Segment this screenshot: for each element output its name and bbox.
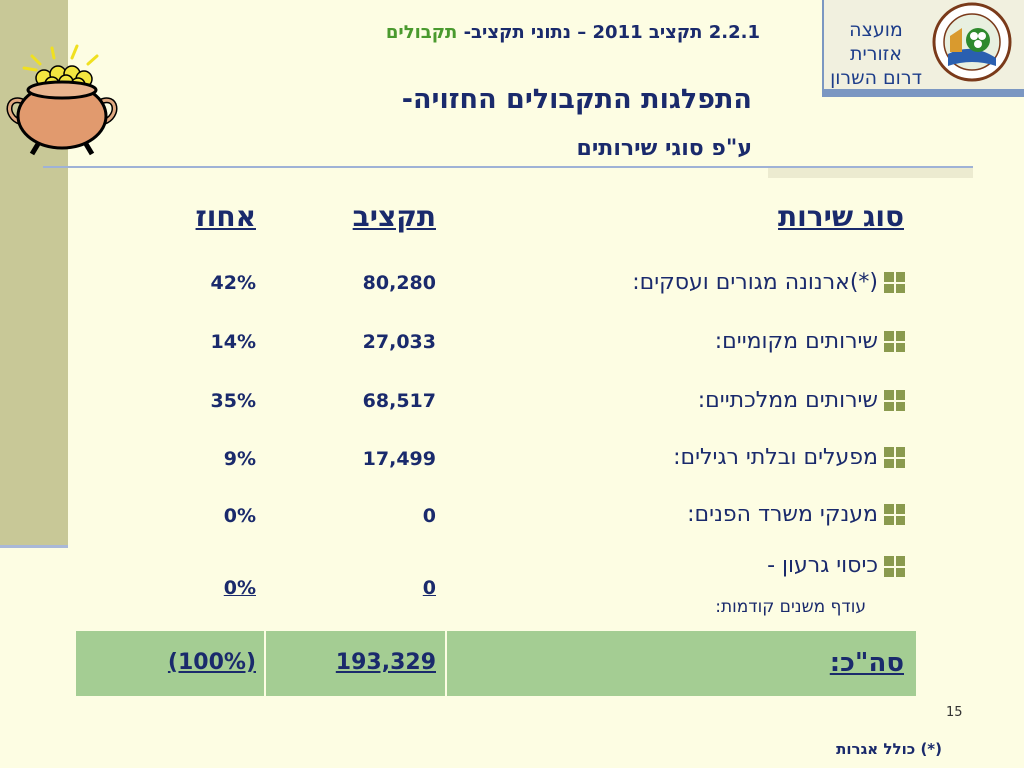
row-bullet-icon — [884, 390, 905, 411]
row-percent-local-services: 14% — [210, 331, 256, 353]
row-budget-local-services: 27,033 — [362, 331, 436, 353]
pot-of-gold-icon — [6, 44, 118, 156]
row-sublabel-previous-surplus: עודף משנים קודמות: — [715, 597, 866, 617]
council-emblem-icon — [932, 2, 1012, 82]
row-budget-deficit-coverage: 0 — [422, 577, 436, 599]
row-percent-deficit-coverage: 0% — [223, 577, 256, 599]
total-budget: 193,329 — [335, 650, 436, 675]
page-number: 15 — [946, 705, 963, 720]
page-title: התפלגות התקבולים החזויה- — [401, 84, 752, 115]
row-label-local-services: שירותים מקומיים: — [714, 329, 878, 354]
left-band-divider — [0, 545, 68, 548]
footnote: (*) כולל אגרות — [836, 740, 942, 758]
column-header-budget: תקציב — [352, 200, 436, 233]
row-percent-interior-grants: 0% — [223, 505, 256, 527]
title-divider-shadow — [768, 168, 973, 178]
total-row-separator — [264, 631, 266, 696]
row-bullet-icon — [884, 331, 905, 352]
council-name-line2: דרום השרון — [830, 67, 922, 89]
row-label-property-tax: (*)ארנונה מגורים ועסקים: — [632, 270, 878, 295]
section-header: 2.2.1 תקציב 2011 – נתוני תקציב- תקבולים — [280, 22, 760, 43]
row-label-deficit-coverage: כיסוי גרעון - — [767, 553, 878, 578]
section-header-accent: תקבולים — [385, 22, 458, 43]
column-header-percent: אחוז — [195, 200, 256, 233]
total-percent: (100%) — [167, 650, 256, 675]
row-label-enterprises: מפעלים ובלתי רגילים: — [673, 445, 878, 470]
row-budget-property-tax: 80,280 — [362, 272, 436, 294]
section-header-text: 2.2.1 תקציב 2011 – נתוני תקציב- — [463, 22, 760, 43]
row-percent-property-tax: 42% — [210, 272, 256, 294]
row-bullet-icon — [884, 272, 905, 293]
total-label: סה"כ: — [829, 648, 904, 678]
total-row-separator — [445, 631, 447, 696]
row-percent-enterprises: 9% — [223, 448, 256, 470]
row-label-state-services: שירותים ממלכתיים: — [697, 388, 878, 413]
title-divider — [43, 166, 973, 168]
council-name-line1: מועצה אזורית — [849, 19, 903, 65]
council-name: מועצה אזורית דרום השרון — [826, 18, 926, 90]
total-row — [76, 631, 916, 696]
row-bullet-icon — [884, 556, 905, 577]
page-subtitle: ע"פ סוגי שירותים — [576, 136, 753, 161]
column-header-service: סוג שירות — [778, 200, 904, 233]
row-budget-state-services: 68,517 — [362, 390, 436, 412]
row-budget-interior-grants: 0 — [422, 505, 436, 527]
row-percent-state-services: 35% — [210, 390, 256, 412]
row-bullet-icon — [884, 504, 905, 525]
row-bullet-icon — [884, 447, 905, 468]
row-label-interior-grants: מענקי משרד הפנים: — [687, 502, 878, 527]
row-budget-enterprises: 17,499 — [362, 448, 436, 470]
